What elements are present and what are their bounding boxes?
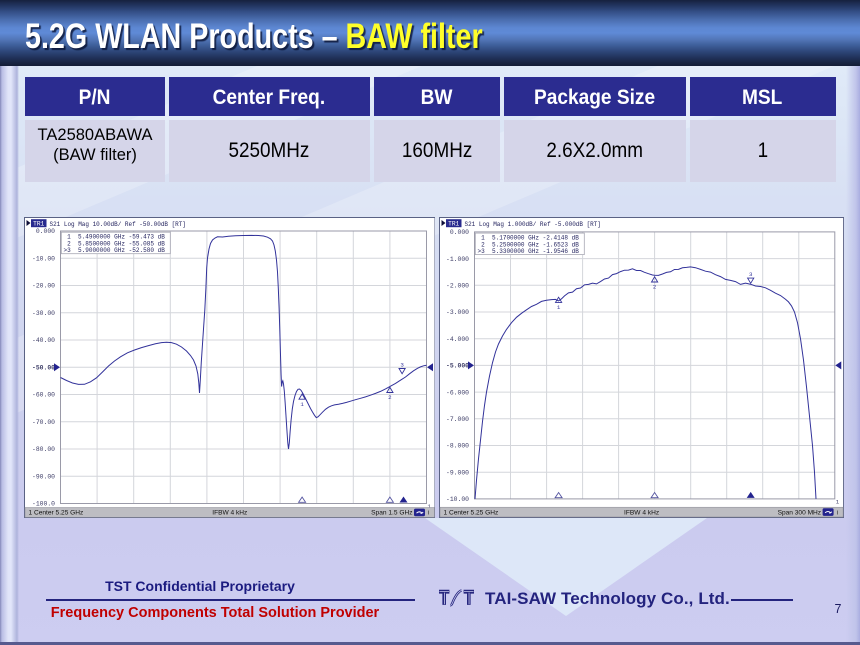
svg-text:3: 3 [400, 361, 404, 368]
svg-text:-5.000: -5.000 [446, 362, 469, 369]
svg-text:-10.00: -10.00 [446, 496, 469, 503]
svg-text:2 5.2500000 GHz -1.6523 dB: 2 5.2500000 GHz -1.6523 dB [477, 241, 579, 248]
svg-text:-90.00: -90.00 [32, 473, 55, 480]
svg-text:-6.000: -6.000 [446, 389, 469, 396]
svg-text:-100.0: -100.0 [32, 501, 55, 508]
svg-text:1: 1 [556, 304, 560, 311]
svg-text:1 Center 5.25 GHz: 1 Center 5.25 GHz [443, 509, 498, 516]
svg-text:1: 1 [835, 498, 839, 505]
svg-text:-9.000: -9.000 [446, 469, 469, 476]
svg-text:-3.000: -3.000 [446, 309, 469, 316]
svg-text:-2.000: -2.000 [446, 282, 469, 289]
svg-text:-80.00: -80.00 [32, 446, 55, 453]
svg-text:0.000: 0.000 [449, 229, 468, 236]
svg-text:TR1: TR1 [33, 221, 44, 228]
svg-text:1: 1 [300, 401, 304, 408]
svg-text:-4.000: -4.000 [446, 335, 469, 342]
svg-text:1 5.4900000 GHz -59.473 dB: 1 5.4900000 GHz -59.473 dB [63, 234, 165, 241]
svg-text:i: i [836, 509, 837, 516]
svg-text:3: 3 [748, 270, 752, 277]
svg-text:S21 Log Mag 10.00dB/ Ref -50.0: S21 Log Mag 10.00dB/ Ref -50.00dB [RT] [49, 221, 185, 228]
svg-text:1: 1 [427, 503, 431, 510]
svg-text:>3 5.3300000 GHz -1.9546 dB: >3 5.3300000 GHz -1.9546 dB [477, 248, 579, 255]
svg-text:1 5.1700000 GHz -2.4148 dB: 1 5.1700000 GHz -2.4148 dB [477, 234, 579, 241]
svg-text:>3 5.9000000 GHz -52.580 dB: >3 5.9000000 GHz -52.580 dB [63, 247, 165, 254]
svg-text:1 Center 5.25 GHz: 1 Center 5.25 GHz [28, 510, 83, 517]
svg-text:2 5.8500000 GHz -55.085 dB: 2 5.8500000 GHz -55.085 dB [63, 240, 165, 247]
svg-text:-60.00: -60.00 [32, 392, 55, 399]
svg-text:-30.00: -30.00 [32, 310, 55, 317]
svg-text:-10.00: -10.00 [32, 255, 55, 262]
svg-text:0.000: 0.000 [35, 228, 54, 235]
svg-text:TR1: TR1 [448, 220, 459, 227]
svg-text:-70.00: -70.00 [32, 419, 55, 426]
svg-text:-20.00: -20.00 [32, 283, 55, 290]
svg-text:-1.000: -1.000 [446, 255, 469, 262]
svg-text:Span 300 MHz: Span 300 MHz [777, 509, 821, 516]
svg-text:Span 1.5 GHz: Span 1.5 GHz [371, 510, 412, 517]
svg-text:2: 2 [388, 394, 392, 401]
svg-text:-8.000: -8.000 [446, 442, 469, 449]
svg-text:2: 2 [652, 283, 656, 290]
svg-text:IFBW 4 kHz: IFBW 4 kHz [624, 509, 659, 516]
svg-text:IFBW 4 kHz: IFBW 4 kHz [212, 510, 247, 517]
svg-text:S21 Log Mag 1.000dB/ Ref -5.00: S21 Log Mag 1.000dB/ Ref -5.000dB [RT] [464, 221, 600, 228]
svg-text:-40.00: -40.00 [32, 337, 55, 344]
svg-text:i: i [427, 510, 428, 517]
svg-text:-50.00: -50.00 [32, 364, 55, 371]
svg-text:-7.000: -7.000 [446, 416, 469, 423]
